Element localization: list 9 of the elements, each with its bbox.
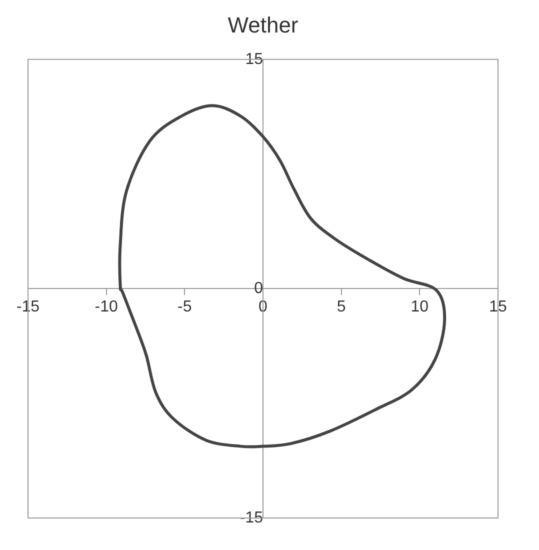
y-tick-label: 15 (245, 50, 264, 68)
x-tick-label: 5 (336, 298, 346, 316)
x-tick-label: 10 (410, 298, 429, 316)
chart-title: Wether (228, 12, 298, 38)
x-tick-label: -5 (178, 298, 192, 316)
x-tick-label: 15 (489, 298, 507, 316)
x-tick-label: -15 (16, 298, 40, 316)
x-tick-label: -10 (94, 298, 118, 316)
y-tick-label: 0 (254, 280, 264, 298)
